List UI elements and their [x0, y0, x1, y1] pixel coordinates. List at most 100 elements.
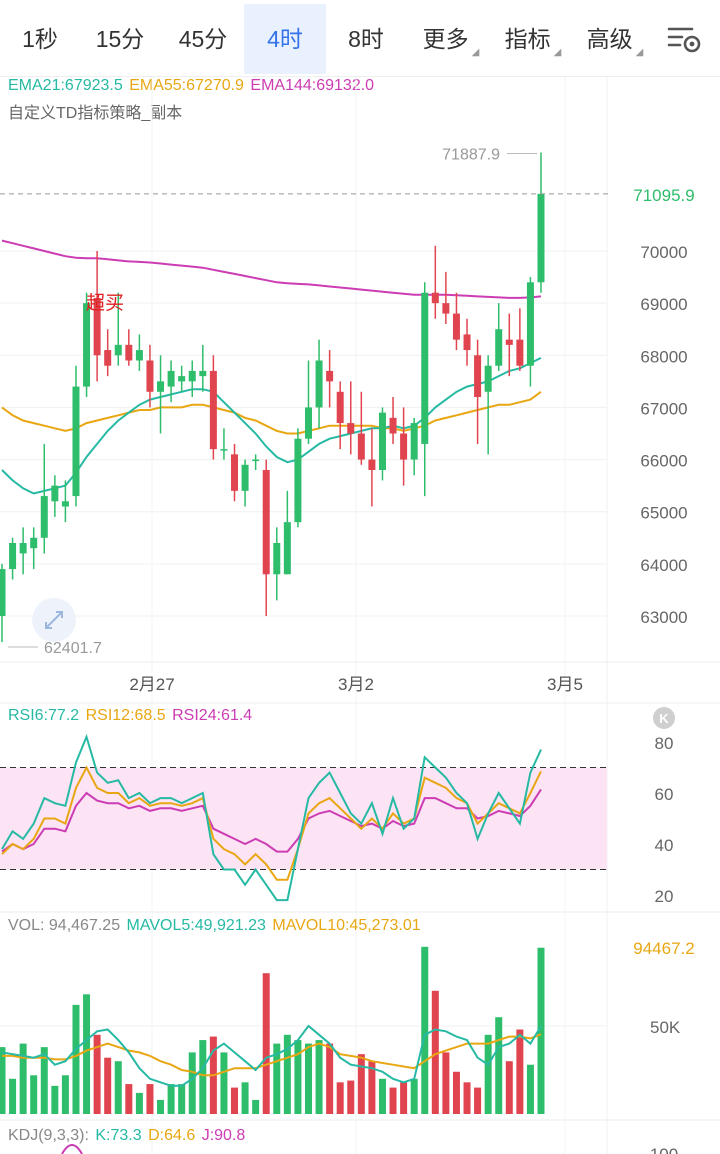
- volume-bar: [378, 1078, 386, 1114]
- tab-1[interactable]: 15分: [84, 4, 156, 74]
- volume-legend[interactable]: VOL: 94,467.25 MAVOL5:49,921.23 MAVOL10:…: [8, 917, 423, 935]
- tab-6[interactable]: 指标◢: [494, 4, 572, 74]
- candle-body: [421, 292, 429, 444]
- tab-2[interactable]: 45分: [166, 4, 240, 74]
- candle-body: [104, 350, 112, 366]
- candle-body: [283, 522, 291, 575]
- rsi-legend[interactable]: RSI6:77.2 RSI12:68.5 RSI24:61.4: [8, 707, 254, 725]
- volume-bar: [252, 1099, 260, 1114]
- ema-legend[interactable]: EMA21:67923.5 EMA55:67270.9 EMA144:69132…: [8, 77, 376, 95]
- volume-bar: [516, 1029, 524, 1114]
- candle-body: [378, 412, 386, 470]
- current-price-label: 71095.9: [633, 186, 694, 205]
- tab-3[interactable]: 4时: [244, 4, 326, 74]
- volume-bar: [336, 1082, 344, 1114]
- candle-body: [347, 423, 355, 434]
- candle-body: [336, 391, 344, 424]
- volume-bar: [304, 1043, 312, 1114]
- tab-label: 1秒: [22, 26, 58, 52]
- volume-bar: [241, 1082, 249, 1114]
- date-tick-label: 2月27: [129, 675, 174, 694]
- rsi6-line: [1, 733, 542, 902]
- mavol10-legend: MAVOL10:45,273.01: [272, 917, 421, 934]
- volume-bar: [262, 973, 270, 1114]
- low-price-label: 62401.7: [44, 640, 102, 657]
- date-tick-label: 3月5: [547, 675, 583, 694]
- tab-7[interactable]: 高级◢: [576, 4, 654, 74]
- tabbar-divider: [0, 76, 720, 77]
- ema55-line: [1, 390, 542, 435]
- volume-bar: [83, 994, 91, 1114]
- dropdown-caret-icon: ◢: [635, 47, 644, 58]
- volume-bar: [431, 990, 439, 1114]
- price-tick-label: 66000: [640, 452, 687, 471]
- volume-bar: [167, 1084, 175, 1114]
- tab-0[interactable]: 1秒: [8, 4, 72, 74]
- candle-body: [93, 297, 101, 356]
- dropdown-caret-icon: ◢: [553, 47, 562, 58]
- strategy-legend[interactable]: 自定义TD指标策略_副本: [8, 105, 183, 122]
- volume-bar: [178, 1084, 186, 1114]
- candle-body: [442, 303, 450, 314]
- volume-bar: [231, 1087, 239, 1114]
- candle-body: [188, 370, 196, 382]
- volume-bar: [484, 1034, 492, 1114]
- volume-bar: [495, 1017, 503, 1114]
- tab-label: 更多: [422, 26, 469, 52]
- volume-bar: [368, 1061, 376, 1114]
- volume-current-label: 94467.2: [633, 939, 694, 958]
- tab-5[interactable]: 更多◢: [412, 4, 490, 74]
- volume-bar: [283, 1034, 291, 1114]
- kdj-title: KDJ(9,3,3):: [8, 1127, 89, 1144]
- volume-bar: [135, 1092, 143, 1114]
- volume-bar: [442, 1052, 450, 1114]
- candle-body: [125, 344, 133, 361]
- rsi-tick-label: 20: [655, 887, 674, 906]
- high-price-label: 71887.9: [442, 147, 500, 164]
- volume-bar: [157, 1099, 165, 1114]
- volume-bar: [294, 1040, 302, 1114]
- candle-body: [474, 355, 482, 397]
- mavol5-legend: MAVOL5:49,921.23: [126, 917, 266, 934]
- volume-bar: [347, 1080, 355, 1114]
- candle-body: [516, 339, 524, 366]
- tab-label: 指标: [504, 26, 551, 52]
- expand-icon-arrows: [45, 611, 63, 629]
- candle-body: [400, 433, 408, 460]
- candle-body: [83, 303, 91, 387]
- candle-body: [231, 454, 239, 491]
- volume-bar: [421, 946, 429, 1114]
- rsi24-legend: RSI24:61.4: [172, 707, 253, 724]
- collapse-badge-icon: [653, 707, 675, 729]
- price-tick-label: 65000: [640, 504, 687, 523]
- candle-body: [9, 543, 17, 570]
- expand-icon[interactable]: [32, 598, 76, 642]
- price-tick-label: 70000: [640, 243, 687, 262]
- rsi12-legend: RSI12:68.5: [85, 707, 166, 724]
- volume-bar: [526, 1064, 534, 1114]
- candle-body: [505, 339, 513, 345]
- volume-bar: [40, 1047, 48, 1114]
- candle-body: [51, 485, 59, 502]
- candle-body: [262, 470, 270, 575]
- candle-body: [40, 496, 48, 538]
- ema144-line: [1, 239, 542, 299]
- kdj-legend[interactable]: KDJ(9,3,3): K:73.3 D:64.6 J:90.8: [8, 1127, 247, 1145]
- candle-body: [241, 464, 249, 491]
- volume-bar: [188, 1052, 196, 1114]
- candle-body: [368, 459, 376, 470]
- candle-body: [146, 360, 154, 392]
- volume-bar: [537, 947, 545, 1114]
- chart-settings-icon[interactable]: [666, 24, 702, 54]
- candle-body: [315, 360, 323, 408]
- timeframe-tabbar: 1秒 15分 45分 4时 8时 更多◢ 指标◢ 高级◢: [0, 0, 720, 76]
- rsi12-line: [1, 765, 542, 881]
- candle-body: [157, 381, 165, 392]
- candle-body: [357, 433, 365, 460]
- tab-4[interactable]: 8时: [330, 4, 402, 74]
- volume-bar: [0, 1047, 6, 1114]
- candle-body: [326, 370, 334, 382]
- candle-body: [167, 370, 175, 387]
